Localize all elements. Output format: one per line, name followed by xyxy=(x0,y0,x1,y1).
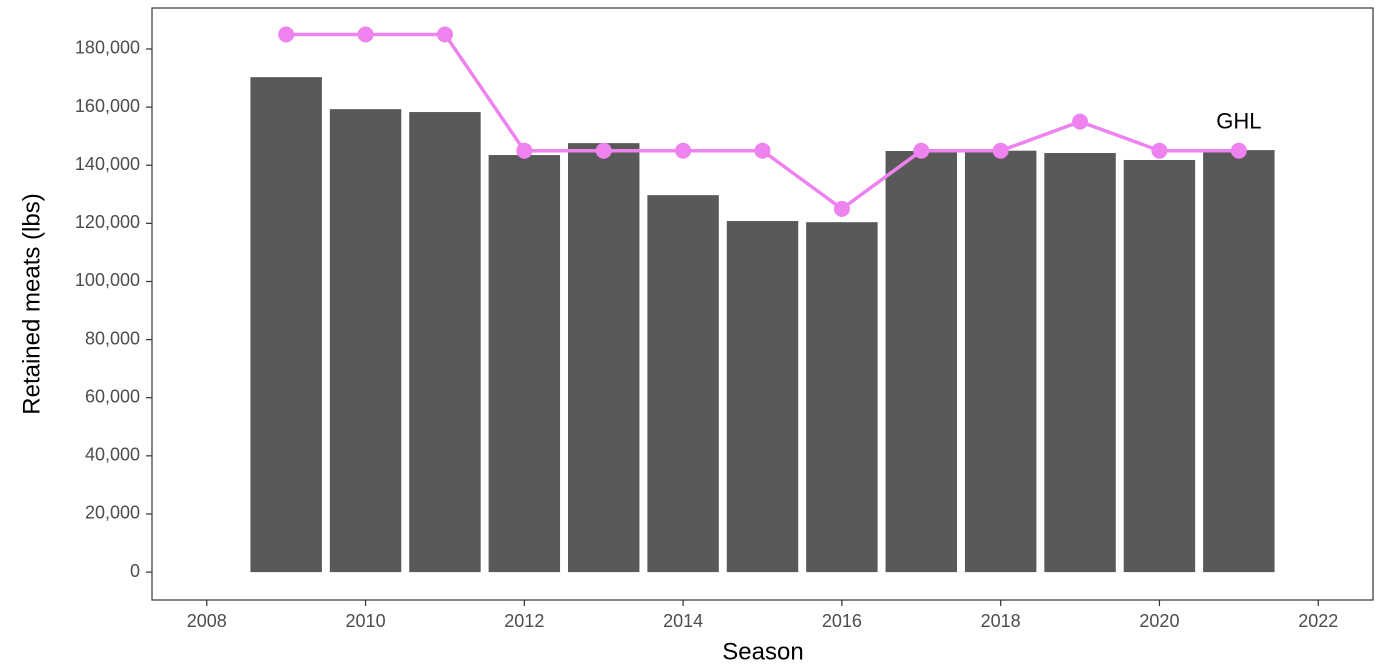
plot-border xyxy=(151,7,1374,601)
x-tick-label: 2022 xyxy=(1298,611,1338,631)
point xyxy=(992,142,1009,159)
point xyxy=(595,142,612,159)
bar xyxy=(329,109,402,573)
point xyxy=(516,142,533,159)
bar xyxy=(1123,159,1196,573)
bar xyxy=(1044,153,1116,573)
point xyxy=(913,142,930,159)
line-label: GHL xyxy=(1216,109,1261,134)
point xyxy=(278,26,295,43)
bar xyxy=(806,222,878,573)
y-tick-label: 0 xyxy=(130,561,140,581)
x-tick-label: 2020 xyxy=(1139,611,1179,631)
x-axis-title: Season xyxy=(722,638,803,665)
x-tick-label: 2018 xyxy=(981,611,1021,631)
y-tick-label: 80,000 xyxy=(85,328,140,348)
bar xyxy=(647,195,719,573)
point xyxy=(1151,142,1168,159)
y-tick-label: 140,000 xyxy=(75,154,140,174)
bar xyxy=(567,143,640,573)
point xyxy=(833,200,850,217)
bar xyxy=(885,150,958,573)
y-tick-label: 20,000 xyxy=(85,503,140,523)
x-tick-label: 2008 xyxy=(187,611,227,631)
x-tick-label: 2012 xyxy=(504,611,544,631)
point xyxy=(754,142,771,159)
x-tick-label: 2014 xyxy=(663,611,703,631)
point xyxy=(675,142,692,159)
bar xyxy=(488,155,561,573)
bar xyxy=(964,150,1037,573)
y-tick-label: 100,000 xyxy=(75,270,140,290)
y-tick-label: 180,000 xyxy=(75,38,140,58)
point xyxy=(357,26,374,43)
bar xyxy=(1203,150,1275,573)
y-axis-title: Retained meats (lbs) xyxy=(18,193,45,414)
y-tick-label: 120,000 xyxy=(75,212,140,232)
y-tick-label: 60,000 xyxy=(85,386,140,406)
point xyxy=(1230,142,1247,159)
y-tick-label: 160,000 xyxy=(75,96,140,116)
x-tick-label: 2016 xyxy=(822,611,862,631)
x-tick-label: 2010 xyxy=(346,611,386,631)
bar xyxy=(250,77,322,573)
point xyxy=(1072,113,1089,130)
bar xyxy=(726,221,799,573)
y-tick-label: 40,000 xyxy=(85,445,140,465)
point xyxy=(436,26,453,43)
bar xyxy=(409,112,481,573)
